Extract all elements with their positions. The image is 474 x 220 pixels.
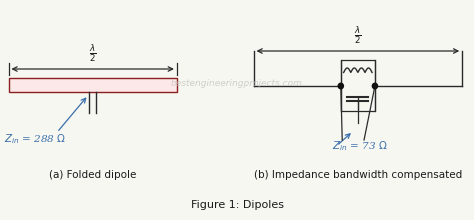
Text: $\frac{\lambda}{2}$: $\frac{\lambda}{2}$ bbox=[354, 25, 362, 46]
Bar bbox=[9, 79, 177, 92]
Text: Figure 1: Dipoles: Figure 1: Dipoles bbox=[191, 200, 283, 210]
Text: $Z_{in}$ = 73 $\Omega$: $Z_{in}$ = 73 $\Omega$ bbox=[332, 139, 387, 153]
Text: $Z_{in}$ = 288 $\Omega$: $Z_{in}$ = 288 $\Omega$ bbox=[4, 132, 66, 146]
Circle shape bbox=[338, 83, 343, 89]
Bar bbox=[341, 60, 375, 111]
Circle shape bbox=[373, 83, 378, 89]
Text: bestengineeringprojects.com: bestengineeringprojects.com bbox=[171, 79, 303, 88]
Text: (b) Impedance bandwidth compensated: (b) Impedance bandwidth compensated bbox=[254, 170, 462, 180]
Text: (a) Folded dipole: (a) Folded dipole bbox=[49, 170, 137, 180]
Text: $\frac{\lambda}{2}$: $\frac{\lambda}{2}$ bbox=[89, 43, 97, 64]
